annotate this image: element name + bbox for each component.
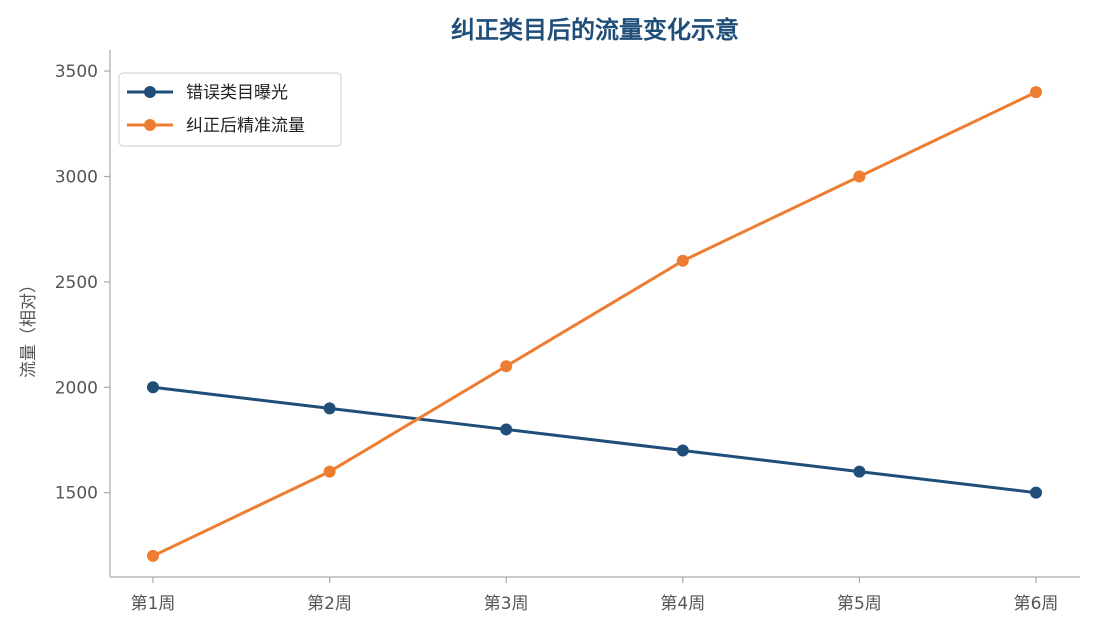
data-point bbox=[500, 423, 513, 436]
y-tick-label: 2500 bbox=[55, 273, 98, 293]
data-point bbox=[676, 444, 689, 457]
legend-label: 错误类目曝光 bbox=[186, 83, 288, 103]
x-tick-label: 第4周 bbox=[660, 594, 705, 614]
axes bbox=[109, 50, 1080, 578]
x-tick-label: 第6周 bbox=[1014, 594, 1059, 614]
legend-marker bbox=[144, 86, 156, 98]
data-point bbox=[853, 465, 866, 478]
series-line bbox=[152, 90, 1037, 558]
data-point bbox=[147, 381, 159, 394]
series-1 bbox=[147, 381, 1042, 499]
y-tick-label: 3500 bbox=[55, 62, 98, 82]
x-ticks: 第1周 第2周 第3周 第4周 第5周 第6周 bbox=[131, 577, 1059, 614]
series-layer bbox=[147, 86, 1042, 562]
legend-marker bbox=[144, 119, 156, 131]
data-point bbox=[676, 254, 689, 267]
legend-box bbox=[118, 72, 342, 147]
chart-title: 纠正类目后的流量变化示意 bbox=[451, 16, 739, 44]
x-tick-label: 第1周 bbox=[131, 594, 176, 614]
data-point bbox=[1030, 486, 1042, 499]
data-point bbox=[323, 402, 336, 415]
series-line bbox=[152, 385, 1037, 495]
data-point bbox=[323, 465, 336, 478]
x-tick-label: 第3周 bbox=[484, 594, 529, 614]
y-tick-label: 1500 bbox=[55, 484, 98, 504]
y-tick-label: 3000 bbox=[55, 167, 98, 187]
data-point bbox=[853, 170, 866, 183]
series-2 bbox=[147, 86, 1042, 562]
x-tick-label: 第5周 bbox=[837, 594, 882, 614]
y-tick-label: 2000 bbox=[55, 378, 98, 398]
data-point bbox=[1030, 86, 1042, 99]
data-point bbox=[500, 360, 513, 373]
legend-label: 纠正后精准流量 bbox=[186, 116, 305, 136]
y-axis-label: 流量（相对） bbox=[19, 276, 39, 378]
data-point bbox=[147, 549, 159, 562]
x-tick-label: 第2周 bbox=[307, 594, 352, 614]
y-ticks: 1500 2000 2500 3000 3500 bbox=[55, 62, 110, 504]
